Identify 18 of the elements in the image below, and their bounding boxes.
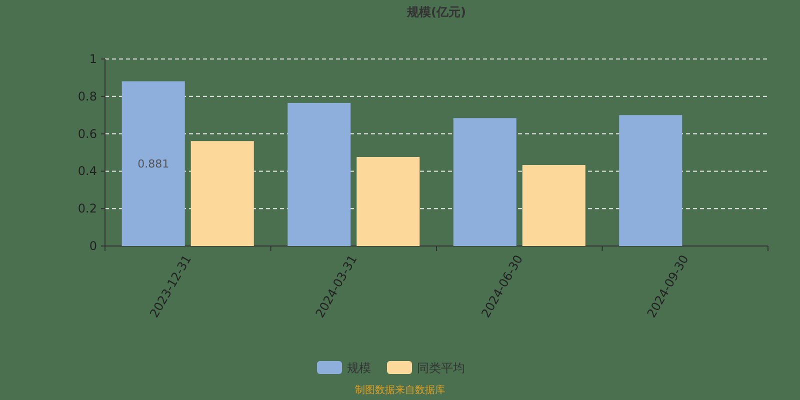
bar (288, 102, 351, 246)
legend-label: 同类平均 (417, 361, 465, 375)
y-tick-label: 0 (89, 239, 97, 253)
chart-title: 规模(亿元) (406, 5, 466, 19)
text: 制图数据来自数据库 (355, 384, 445, 396)
y-tick-label: 1 (89, 52, 97, 66)
y-tick-label: 0.2 (78, 202, 97, 216)
y-tick-label: 0.6 (78, 126, 97, 141)
bar (190, 141, 254, 246)
bar (453, 118, 516, 246)
y-tick-label: 0.8 (78, 89, 97, 104)
legend-label: 规模 (347, 361, 371, 375)
bar (122, 81, 185, 246)
bar (356, 156, 420, 246)
bar (619, 115, 682, 246)
y-tick-label: 0.4 (78, 164, 97, 178)
bar (522, 165, 586, 246)
data-label: 0.881 (138, 158, 170, 171)
